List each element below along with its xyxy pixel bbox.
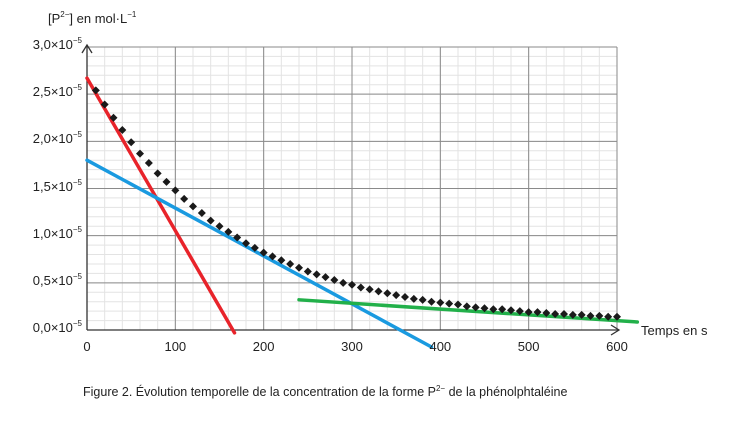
tangente-verte-line xyxy=(297,298,640,324)
y-tick-label: 2,0×10−5 xyxy=(32,130,82,147)
x-tick-label: 400 xyxy=(429,339,452,354)
figure-caption: Figure 2. Évolution temporelle de la con… xyxy=(83,384,568,399)
y-tick-label: 3,0×10−5 xyxy=(32,36,82,52)
data-point xyxy=(330,276,339,285)
data-point xyxy=(100,100,109,109)
data-point xyxy=(206,216,215,225)
data-point xyxy=(595,311,604,320)
data-point xyxy=(374,287,383,296)
data-point xyxy=(259,248,268,257)
data-point xyxy=(542,309,551,318)
data-point xyxy=(171,186,180,195)
data-point xyxy=(295,263,303,272)
y-axis-label: [P2−] en mol·L−1 xyxy=(48,10,137,26)
data-point xyxy=(551,309,560,318)
x-tick-label: 300 xyxy=(341,339,363,354)
data-point xyxy=(365,285,374,294)
data-point xyxy=(524,308,533,317)
data-point xyxy=(515,307,524,316)
data-point xyxy=(91,86,100,95)
data-point xyxy=(480,304,489,313)
data-point xyxy=(233,233,242,242)
x-axis-arrow xyxy=(610,324,621,336)
data-point xyxy=(277,256,286,265)
data-point xyxy=(568,310,577,319)
y-axis-arrow xyxy=(81,43,93,54)
data-point xyxy=(577,310,586,319)
data-point xyxy=(586,311,595,320)
y-tick-label: 0,5×10−5 xyxy=(32,271,82,288)
x-tick-label: 100 xyxy=(164,339,187,354)
data-point xyxy=(339,278,348,287)
data-point xyxy=(144,159,153,168)
data-point xyxy=(356,283,365,292)
x-axis-label: Temps en s xyxy=(641,323,708,338)
data-point xyxy=(409,294,418,303)
data-point xyxy=(445,299,454,308)
data-point xyxy=(427,297,436,306)
data-point xyxy=(136,149,144,158)
data-point xyxy=(242,239,250,248)
x-tick-label: 0 xyxy=(83,339,91,354)
tangente-rouge-line xyxy=(85,76,237,335)
data-point xyxy=(507,306,515,315)
data-point xyxy=(560,309,568,318)
y-tick-label: 1,5×10−5 xyxy=(32,177,82,194)
data-point xyxy=(401,292,409,301)
data-point xyxy=(224,227,233,236)
data-point xyxy=(613,312,621,321)
data-point xyxy=(189,202,197,211)
y-tick-label: 2,5×10−5 xyxy=(32,83,82,100)
tangente-bleue-line xyxy=(85,158,434,349)
data-point xyxy=(197,209,206,218)
data-point xyxy=(471,303,480,312)
data-point xyxy=(118,126,127,135)
data-point xyxy=(418,295,427,304)
data-point xyxy=(392,291,401,300)
data-point xyxy=(383,289,392,298)
data-point xyxy=(109,113,118,122)
x-tick-label: 200 xyxy=(252,339,275,354)
data-point xyxy=(286,259,295,268)
data-point xyxy=(162,177,171,186)
data-point xyxy=(489,305,498,314)
data-point xyxy=(215,222,224,231)
data-point xyxy=(268,252,277,261)
data-point xyxy=(348,280,356,289)
data-point xyxy=(321,273,330,282)
data-point xyxy=(498,305,507,314)
data-point xyxy=(127,138,136,147)
data-point xyxy=(312,270,321,279)
data-point xyxy=(180,194,189,203)
data-point xyxy=(303,267,312,276)
y-tick-label: 1,0×10−5 xyxy=(32,224,82,241)
x-tick-label: 600 xyxy=(606,339,628,354)
data-point xyxy=(533,308,542,317)
y-tick-label: 0,0×10−5 xyxy=(32,319,82,335)
data-point xyxy=(454,300,462,309)
data-point xyxy=(462,302,471,311)
data-point xyxy=(153,169,162,178)
data-point xyxy=(250,243,259,252)
data-point xyxy=(436,298,445,307)
x-tick-label: 500 xyxy=(517,339,540,354)
data-point xyxy=(604,312,613,321)
